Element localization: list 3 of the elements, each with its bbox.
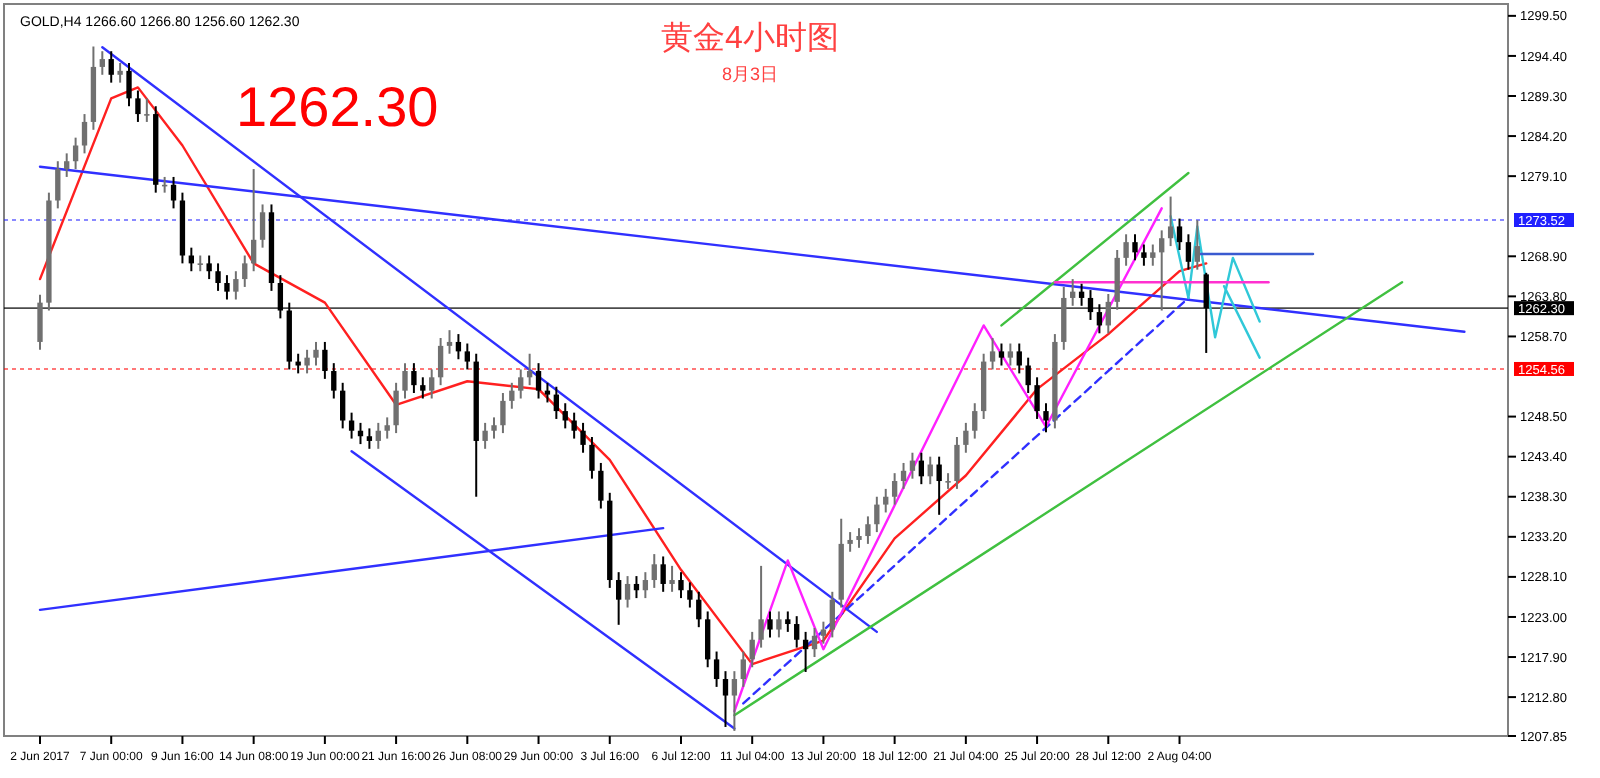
- text: 8月3日: [721, 64, 779, 84]
- chart-title: 黄金4小时图: [661, 20, 839, 56]
- annotation: 1262.30: [236, 76, 439, 138]
